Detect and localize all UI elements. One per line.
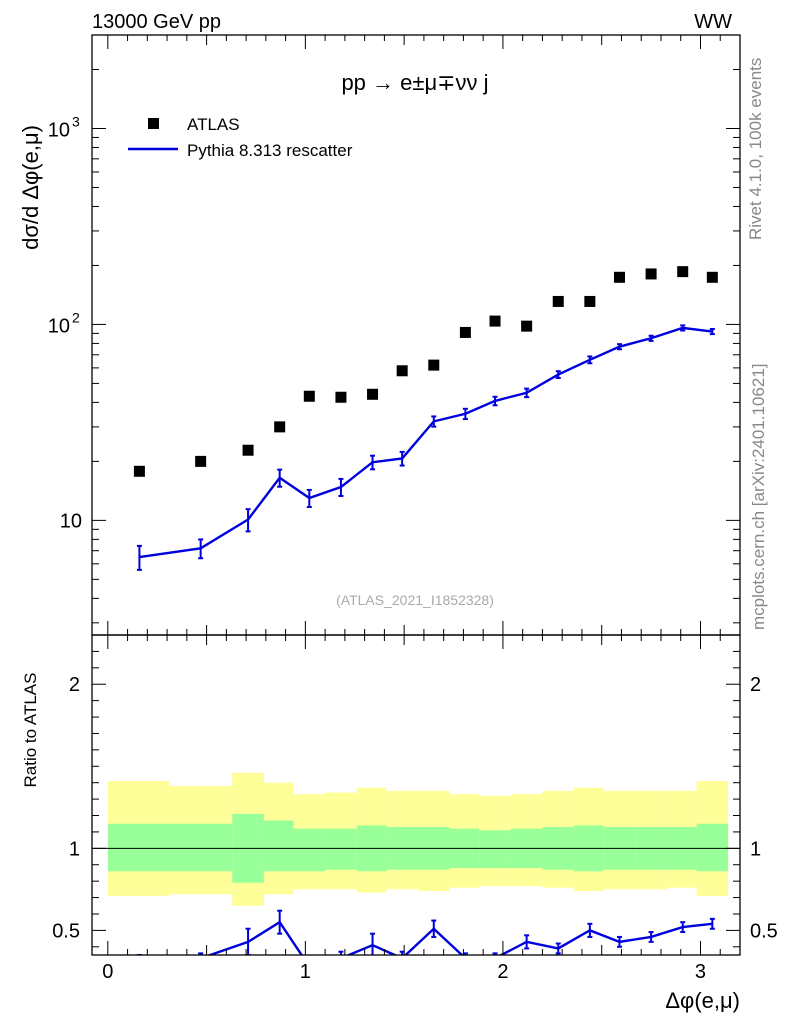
main-y-axis-label: dσ/d Δφ(e,μ) [18, 125, 43, 250]
atlas-data-point [133, 465, 145, 477]
ratio-series-group [136, 909, 715, 955]
ratio-band-1sigma [479, 830, 511, 869]
legend-atlas-label: ATLAS [187, 115, 240, 134]
pythia-series-line [139, 326, 713, 559]
ratio-y-tick-label: 2 [750, 674, 761, 696]
ratio-y-axis-label: Ratio to ATLAS [21, 673, 40, 788]
atlas-data-point [396, 365, 408, 377]
atlas-data-point [706, 271, 718, 283]
mcplots-label: mcplots.cern.ch [arXiv:2401.10621] [749, 364, 768, 630]
atlas-data-point [367, 388, 379, 400]
header-left-label: 13000 GeV pp [92, 11, 221, 33]
atlas-data-point [274, 421, 286, 433]
ratio-band-1sigma [696, 823, 729, 872]
y-tick-label-exponent: 3 [72, 113, 80, 129]
ratio-y-tick-label: 1 [69, 838, 80, 860]
atlas-data-point [584, 295, 596, 307]
ratio-frame [91, 634, 741, 956]
rivet-version-label: Rivet 4.1.0, 100k events [746, 58, 765, 240]
y-tick-label: 10 [48, 119, 70, 141]
atlas-data-point [335, 391, 347, 403]
ratio-y-tick-label: 2 [69, 674, 80, 696]
legend-atlas-marker [148, 118, 159, 129]
atlas-data-point [521, 320, 533, 332]
atlas-data-point [552, 295, 564, 307]
x-tick-label: 3 [695, 961, 706, 983]
x-tick-label: 0 [102, 961, 113, 983]
atlas-data-point [645, 268, 657, 280]
x-axis-label: Δφ(e,μ) [665, 988, 740, 1013]
ratio-band-1sigma [293, 828, 326, 872]
legend: ATLAS Pythia 8.313 rescatter [128, 115, 353, 160]
ratio-band-1sigma [325, 828, 357, 870]
ratio-panel: 0 1 2 3 0.5 0.5 1 1 2 2 Ratio to ATLAS Δφ(e,μ) [21, 634, 778, 1013]
atlas-data-point [303, 390, 315, 402]
x-tick-label: 2 [497, 961, 508, 983]
y-tick-label: 10 [60, 510, 82, 532]
atlas-data-point [613, 271, 625, 283]
process-title: pp → e±μ∓νν j [341, 70, 488, 95]
atlas-data-point [195, 455, 207, 467]
ratio-y-tick-label: 1 [750, 838, 761, 860]
ratio-series-line [206, 920, 713, 955]
atlas-data-point [489, 315, 501, 327]
ratio-y-tick-label: 0.5 [52, 920, 80, 942]
y-tick-label: 10 [48, 315, 70, 337]
atlas-data-point [242, 444, 254, 456]
legend-pythia-label: Pythia 8.313 rescatter [187, 141, 353, 160]
ratio-band-1sigma [107, 823, 170, 872]
ratio-data-layer [92, 772, 740, 955]
ratio-band-1sigma [263, 820, 294, 872]
y-tick-label-exponent: 2 [72, 309, 80, 325]
ratio-axis-ticks: 0 1 2 3 0.5 0.5 1 1 2 2 [52, 635, 778, 983]
x-tick-label: 1 [300, 961, 311, 983]
atlas-data-point [428, 359, 440, 371]
atlas-data-point [677, 266, 689, 278]
atlas-data-point [459, 326, 471, 338]
ratio-band-1sigma [169, 823, 233, 872]
ratio-y-tick-label: 0.5 [750, 920, 778, 942]
main-data-layer [133, 266, 718, 571]
header-right-label: WW [694, 11, 732, 33]
analysis-watermark: (ATLAS_2021_I1852328) [336, 592, 494, 608]
